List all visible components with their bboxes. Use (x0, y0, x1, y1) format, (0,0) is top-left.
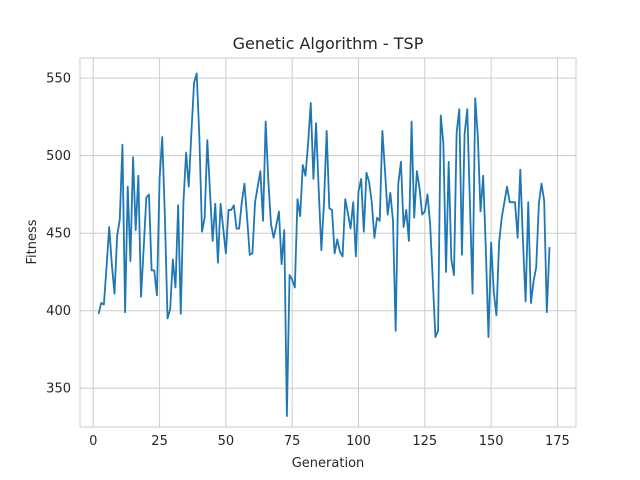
x-tick-label: 125 (412, 434, 437, 449)
chart-title: Genetic Algorithm - TSP (233, 34, 424, 53)
fitness-line (97, 72, 551, 418)
x-tick-label: 75 (284, 434, 301, 449)
x-tick-label: 175 (545, 434, 570, 449)
x-axis-label: Generation (292, 456, 365, 471)
plot-area (80, 58, 576, 427)
y-tick-label: 450 (46, 227, 71, 242)
x-axis-ticks: 0 25 50 75 100 125 150 175 (89, 434, 570, 449)
y-tick-label: 550 (46, 72, 71, 87)
x-tick-label: 150 (479, 434, 504, 449)
y-axis-ticks: 350 400 450 500 550 (46, 72, 71, 397)
x-tick-label: 100 (346, 434, 371, 449)
x-tick-label: 25 (151, 434, 168, 449)
y-axis-label: Fitness (25, 219, 40, 264)
y-tick-label: 350 (46, 382, 71, 397)
plot-frame (79, 57, 577, 428)
x-tick-label: 0 (89, 434, 97, 449)
y-tick-label: 500 (46, 149, 71, 164)
plot-border (79, 57, 577, 428)
x-tick-label: 50 (218, 434, 235, 449)
y-tick-label: 400 (46, 304, 71, 319)
